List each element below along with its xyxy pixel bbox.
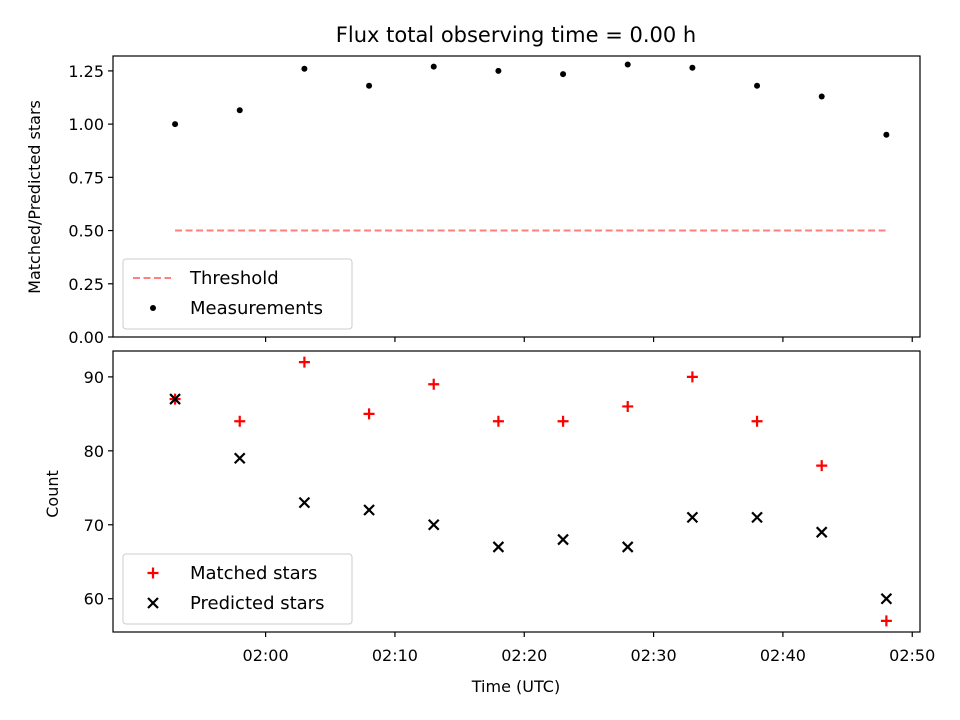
measurement-point — [236, 107, 243, 114]
predicted-star-point — [751, 511, 763, 524]
predicted-star-point — [298, 496, 311, 509]
y-tick-label: 60 — [84, 590, 104, 609]
x-tick-label: 02:30 — [631, 646, 677, 665]
y-tick-label: 0.50 — [68, 222, 104, 241]
measurement-point — [301, 65, 308, 72]
matched-star-point — [816, 460, 828, 472]
measurement-point — [883, 131, 890, 138]
y-tick-label: 1.00 — [68, 115, 104, 134]
measurement-point — [172, 121, 179, 128]
predicted-star-point — [686, 511, 699, 524]
x-tick-label: 02:50 — [889, 646, 935, 665]
measurement-point — [495, 67, 502, 74]
legend-box — [122, 258, 353, 330]
measurement-point — [366, 82, 373, 89]
top-panel: 0.00 0.25 0.50 0.75 1.00 1.25 Threshold Measure… — [68, 55, 921, 347]
x-tick-label: 02:00 — [243, 646, 289, 665]
y-tick-label: 80 — [84, 442, 104, 461]
y-tick-label: 90 — [84, 368, 104, 387]
predicted-star-point — [492, 541, 505, 553]
predicted-star-point — [169, 393, 181, 405]
axes-frame — [112, 55, 921, 338]
predicted-star-point — [427, 518, 440, 531]
legend-matched-swatch — [147, 567, 159, 579]
predicted-star-point — [363, 504, 375, 516]
predicted-star-point — [621, 541, 634, 553]
x-axis-label: Time (UTC) — [471, 677, 560, 696]
measurement-point — [754, 82, 761, 89]
legend-predicted-swatch — [147, 597, 159, 609]
legend-label: Predicted stars — [190, 593, 324, 614]
legend-measurement-swatch — [150, 305, 156, 311]
measurement-point — [624, 61, 631, 68]
y-tick-label: 0.75 — [68, 168, 104, 187]
bottom-panel: 60 70 80 90 02:00 02:10 02:20 02:30 02:40 02:50 Ma… — [84, 350, 935, 665]
measurement-point — [560, 71, 567, 78]
bottom-y-axis-label: Count — [43, 470, 62, 518]
y-tick-label: 0.00 — [68, 328, 104, 347]
x-tick-label: 02:10 — [372, 646, 418, 665]
legend-label: Threshold — [189, 268, 279, 289]
legend-label: Measurements — [190, 298, 323, 319]
x-tick-label: 02:40 — [760, 646, 806, 665]
x-tick-label: 02:20 — [501, 646, 547, 665]
matched-star-point — [622, 400, 634, 412]
matched-star-point — [428, 378, 440, 390]
matched-star-point — [492, 415, 504, 427]
predicted-star-point — [880, 592, 893, 605]
matched-star-point — [557, 415, 569, 427]
matched-star-point — [363, 408, 375, 420]
axes-frame — [112, 350, 921, 633]
matched-star-point — [880, 615, 892, 627]
predicted-star-point — [557, 533, 569, 546]
top-y-axis-label: Matched/Predicted stars — [25, 100, 44, 294]
legend-label: Matched stars — [190, 563, 317, 584]
y-tick-label: 1.25 — [68, 62, 104, 81]
legend-box — [122, 553, 353, 625]
y-tick-label: 0.25 — [68, 275, 104, 294]
predicted-star-point — [815, 526, 828, 538]
legend: Matched stars Predicted stars — [122, 553, 353, 625]
legend: Threshold Measurements — [122, 258, 353, 330]
measurement-point — [430, 63, 437, 70]
chart-title: Flux total observing time = 0.00 h — [336, 23, 696, 47]
predicted-star-point — [233, 452, 246, 465]
matched-star-point — [686, 371, 698, 383]
measurement-point — [689, 64, 696, 71]
matched-star-point — [234, 415, 246, 427]
matched-star-point — [751, 415, 763, 427]
y-tick-label: 70 — [84, 516, 104, 535]
measurement-point — [818, 93, 825, 100]
matched-star-point — [298, 356, 310, 368]
